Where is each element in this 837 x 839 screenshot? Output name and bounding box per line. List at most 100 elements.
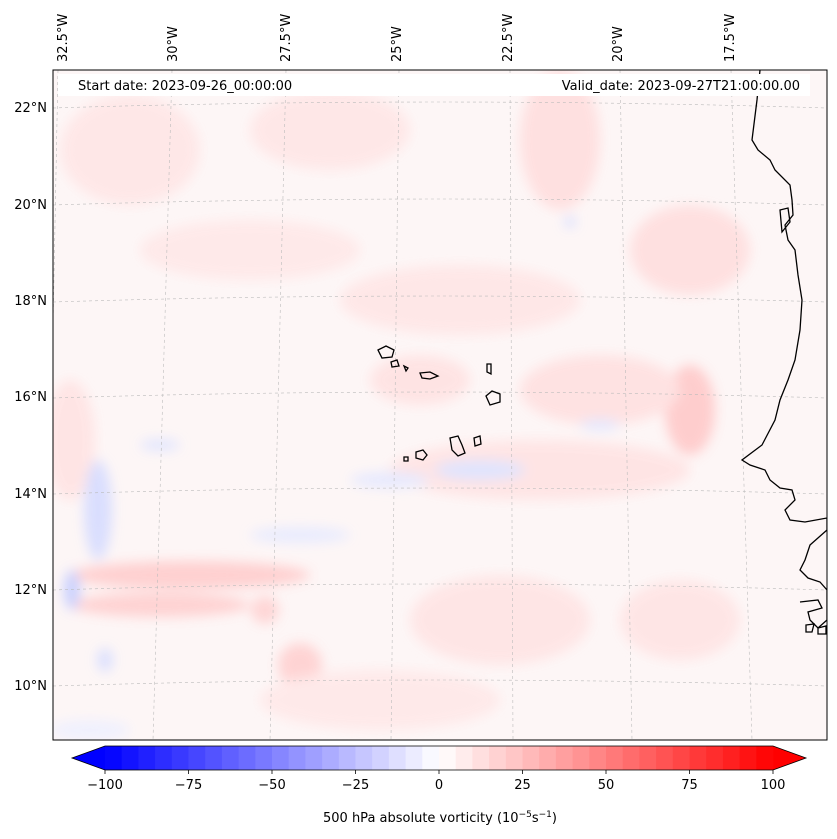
- colorbar-tick-label: 75: [681, 778, 698, 793]
- colorbar-segment: [322, 746, 340, 770]
- lon-label-22-5w: 22.5°W: [501, 14, 516, 62]
- africa-coastline: [740, 70, 827, 629]
- colorbar-segment: [422, 746, 440, 770]
- colorbar-label: 500 hPa absolute vorticity (10−5s−1): [323, 810, 557, 826]
- colorbar-max-extend-arrow: [773, 746, 806, 770]
- colorbar-tick-label: 0: [435, 778, 443, 793]
- dakar-peninsula: [779, 207, 791, 234]
- gridline-lat-10n: [53, 679, 827, 687]
- vorticity-field: [53, 70, 750, 740]
- gridline-lon-27-5w: [269, 70, 287, 740]
- lat-label-12n: 12°N: [14, 583, 47, 598]
- colorbar-segment: [572, 746, 590, 770]
- start-date-label: Start date: 2023-09-26_00:00:00: [78, 79, 292, 94]
- header-bar: [58, 74, 810, 96]
- colorbar-tick-label: −25: [342, 778, 369, 793]
- lat-label-16n: 16°N: [14, 390, 47, 405]
- island-santo-antao: [377, 345, 395, 359]
- colorbar-segment: [338, 746, 356, 770]
- colorbar-segment: [155, 746, 173, 770]
- colorbar-segment: [105, 746, 123, 770]
- island-maio: [473, 435, 482, 447]
- colorbar-segment: [522, 746, 540, 770]
- colorbar-label-mid: s: [532, 811, 539, 826]
- colorbar-ticks: −100 −75 −50 −25 0 25 50 75 100: [87, 770, 785, 793]
- lat-label-18n: 18°N: [14, 294, 47, 309]
- colorbar-segment: [305, 746, 323, 770]
- colorbar-segment: [739, 746, 757, 770]
- island-santiago: [449, 435, 466, 457]
- colorbar-tick-label: 25: [514, 778, 531, 793]
- gridline-lon-20w: [619, 70, 633, 740]
- lon-label-25w: 25°W: [390, 26, 405, 62]
- colorbar-segment: [505, 746, 523, 770]
- gridline-lat-16n: [53, 391, 827, 399]
- colorbar-segment: [555, 746, 573, 770]
- colorbar-segment: [272, 746, 290, 770]
- colorbar-segment: [121, 746, 139, 770]
- gridline-lat-20n: [53, 198, 827, 206]
- colorbar-segment: [138, 746, 156, 770]
- colorbar-segment: [756, 746, 774, 770]
- lat-label-20n: 20°N: [14, 198, 47, 213]
- bijagos-islands: [805, 623, 827, 635]
- valid-date-label: Valid_date: 2023-09-27T21:00:00.00: [562, 79, 800, 94]
- island-santa-luzia: [402, 364, 409, 373]
- island-brava: [403, 456, 409, 462]
- colorbar-tick-label: 100: [761, 778, 786, 793]
- lon-label-17-5w: 17.5°W: [723, 14, 738, 62]
- map-frame: [52, 69, 828, 741]
- colorbar: −100 −75 −50 −25 0 25 50 75 100 500 hPa absolute…: [70, 745, 808, 826]
- colorbar-segment: [288, 746, 306, 770]
- gridline-lon-17-5w: [730, 70, 753, 740]
- lat-label-14n: 14°N: [14, 487, 47, 502]
- gridline-lon-25w: [390, 70, 400, 740]
- lon-label-20w: 20°W: [611, 26, 626, 62]
- colorbar-segment: [355, 746, 373, 770]
- colorbar-segment: [205, 746, 223, 770]
- lon-label-30w: 30°W: [166, 26, 181, 62]
- colorbar-label-end: ): [552, 811, 557, 826]
- colorbar-tick-label: 50: [598, 778, 615, 793]
- gridline-lon-30w: [152, 70, 173, 740]
- colorbar-segment: [606, 746, 624, 770]
- colorbar-segment: [656, 746, 674, 770]
- colorbar-segment: [489, 746, 507, 770]
- colorbar-segment: [722, 746, 740, 770]
- colorbar-segment: [689, 746, 707, 770]
- colorbar-segment: [622, 746, 640, 770]
- gridline-lon-22-5w: [509, 70, 514, 740]
- plot-area: Start date: 2023-09-26_00:00:00 Valid_da…: [52, 69, 828, 741]
- colorbar-label-exp1: −5: [519, 810, 532, 820]
- colorbar-min-extend-arrow: [72, 746, 105, 770]
- gridline-lat-12n: [53, 583, 827, 591]
- colorbar-segment: [672, 746, 690, 770]
- island-fogo: [415, 449, 428, 461]
- island-sao-nicolau: [419, 371, 440, 380]
- colorbar-segment: [439, 746, 457, 770]
- colorbar-segment: [255, 746, 273, 770]
- lon-label-27-5w: 27.5°W: [279, 14, 294, 62]
- gridline-lat-22n: [53, 101, 827, 109]
- island-boa-vista: [485, 390, 501, 406]
- gridline-lat-18n: [53, 295, 827, 303]
- graticule: [53, 70, 827, 740]
- island-sao-vicente: [390, 359, 400, 368]
- colorbar-label-exp2: −1: [539, 810, 552, 820]
- island-sal: [486, 363, 492, 376]
- colorbar-segment: [388, 746, 406, 770]
- colorbar-segment: [405, 746, 423, 770]
- colorbar-segment: [188, 746, 206, 770]
- colorbar-segment: [455, 746, 473, 770]
- lon-label-32-5w: 32.5°W: [56, 14, 71, 62]
- colorbar-segment: [589, 746, 607, 770]
- colorbar-segment: [539, 746, 557, 770]
- colorbar-tick-label: −75: [175, 778, 202, 793]
- colorbar-segment: [372, 746, 390, 770]
- colorbar-segment: [221, 746, 239, 770]
- colorbar-tick-label: −50: [258, 778, 285, 793]
- colorbar-tick-label: −100: [87, 778, 123, 793]
- colorbar-label-main: 500 hPa absolute vorticity (10: [323, 811, 519, 826]
- gridline-lat-14n: [53, 487, 827, 495]
